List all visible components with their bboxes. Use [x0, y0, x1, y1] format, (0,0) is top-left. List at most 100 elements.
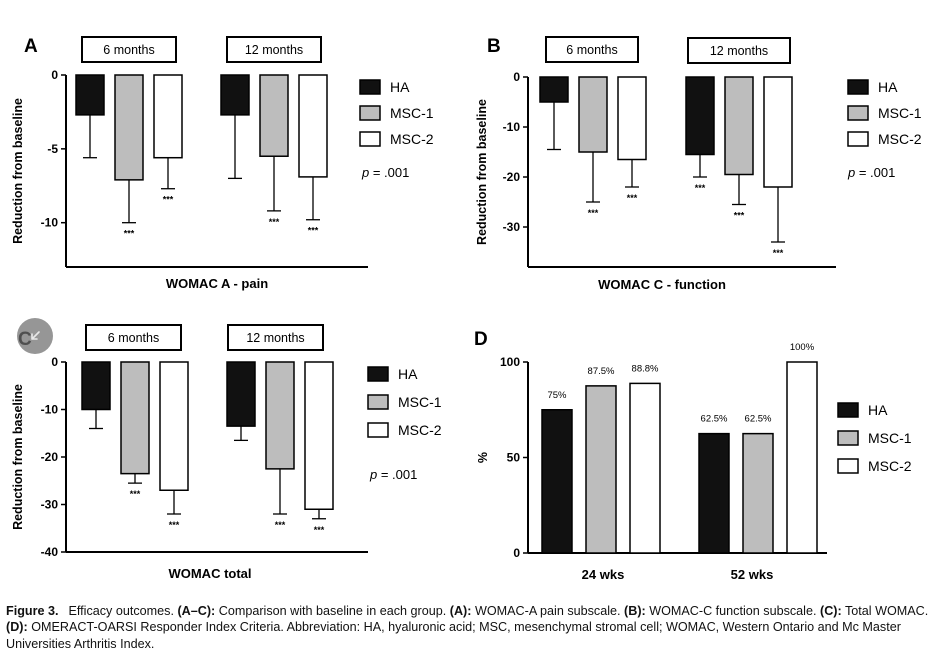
- panel-d-data-label: 62.5%: [745, 414, 772, 425]
- panel-d-legend-swatch-ha: [837, 402, 859, 418]
- panel-a-legend-label: MSC-2: [390, 131, 434, 147]
- caption-d-text: OMERACT-OARSI Responder Index Criteria. …: [6, 620, 901, 651]
- viewer-navigation-button[interactable]: [17, 318, 53, 354]
- panel-a-x-axis-label: WOMAC A - pain: [166, 276, 268, 291]
- panel-d-legend-label: MSC-2: [868, 458, 912, 474]
- panel-b-tick-label: -20: [503, 170, 521, 184]
- panel-d-data-label: 100%: [790, 342, 815, 353]
- panel-a-significance-marker: ***: [308, 226, 319, 236]
- panel-b-significance-marker: ***: [695, 183, 706, 193]
- panel-a-significance-marker: ***: [124, 229, 135, 239]
- panel-a-legend-label: HA: [390, 79, 410, 95]
- panel-c-bar-msc-2: [304, 361, 334, 510]
- caption-a-text: WOMAC-A pain subscale.: [474, 603, 621, 618]
- caption-range-label: (A–C):: [177, 603, 216, 618]
- panel-b-significance-marker: ***: [734, 211, 745, 221]
- panel-a-tick-label: 0: [51, 68, 58, 82]
- panel-c-tick-label: -40: [41, 545, 59, 559]
- panel-d-legend-label: MSC-1: [868, 430, 912, 446]
- panel-d-bar-msc-2: [786, 361, 818, 554]
- panel-d-bar-msc-2: [629, 382, 661, 554]
- panel-a-tick-label: -5: [47, 142, 58, 156]
- panel-d-letter: D: [474, 329, 488, 350]
- panel-a-letter: A: [24, 36, 38, 57]
- panel-c-y-axis-label: Reduction from baseline: [11, 384, 25, 530]
- panel-b-legend-label: HA: [878, 79, 898, 95]
- panel-c-bar-ha: [226, 361, 256, 427]
- panel-d-data-label: 62.5%: [701, 414, 728, 425]
- panel-b-bar-msc-1: [578, 76, 608, 153]
- panel-c-bar-msc-2: [159, 361, 189, 491]
- panel-c-significance-marker: ***: [130, 489, 141, 499]
- panel-c-period-box: [85, 324, 182, 351]
- panel-b-bar-msc-2: [763, 76, 793, 188]
- panel-c-bar-msc-1: [265, 361, 295, 470]
- panel-a-period-label: 6 months: [103, 43, 154, 57]
- panel-d-legend-swatch-msc-1: [837, 430, 859, 446]
- caption-range-text: Comparison with baseline in each group.: [218, 603, 447, 618]
- panel-d-bar-msc-1: [585, 385, 617, 554]
- panel-c-bar-msc-1: [120, 361, 150, 475]
- panel-d-category-label: 52 wks: [731, 567, 774, 582]
- panel-c-bar-ha: [81, 361, 111, 411]
- panel-a-bar-msc-2: [298, 74, 328, 178]
- panel-a-legend-swatch-ha: [359, 79, 381, 95]
- panel-d-tick-label: 100: [500, 355, 520, 369]
- panel-c-period-label: 6 months: [108, 331, 159, 345]
- panel-c-legend-label: MSC-2: [398, 422, 442, 438]
- panel-b-legend-swatch-ha: [847, 79, 869, 95]
- panel-c-legend-label: HA: [398, 366, 418, 382]
- panel-c-significance-marker: ***: [314, 525, 325, 535]
- panel-c-tick-label: 0: [51, 355, 58, 369]
- caption-title: Efficacy outcomes.: [68, 603, 174, 618]
- panel-b-bar-ha: [539, 76, 569, 103]
- panel-a-legend-label: MSC-1: [390, 105, 434, 121]
- panel-b-x-axis-label: WOMAC C - function: [598, 277, 726, 292]
- panel-b-letter: B: [487, 36, 501, 57]
- panel-b-legend-swatch-msc-2: [847, 131, 869, 147]
- panel-a-y-axis-label: Reduction from baseline: [11, 98, 25, 244]
- panel-d-bar-ha: [698, 432, 730, 554]
- panel-a-significance-marker: ***: [269, 217, 280, 227]
- panel-b-bar-msc-2: [617, 76, 647, 161]
- caption-c-label: (C):: [820, 603, 842, 618]
- caption-figure-label: Figure 3.: [6, 603, 59, 618]
- panel-a-bar-ha: [75, 74, 105, 116]
- panel-a-period-box: [81, 36, 177, 63]
- panel-c-p-value: p = .001: [369, 467, 417, 482]
- panel-a-tick-label: -10: [41, 216, 59, 230]
- panel-c-x-axis-label: WOMAC total: [168, 566, 251, 581]
- arrow-left-icon: [31, 331, 40, 340]
- panel-c-tick-label: -20: [41, 450, 59, 464]
- panel-d-tick-label: 50: [507, 451, 521, 465]
- panel-c-legend-swatch-ha: [367, 366, 389, 382]
- panel-c-legend-label: MSC-1: [398, 394, 442, 410]
- panel-d-data-label: 75%: [547, 390, 567, 401]
- panel-d-data-label: 87.5%: [588, 366, 615, 377]
- panel-d-data-label: 88.8%: [632, 363, 659, 374]
- caption-c-text: Total WOMAC.: [844, 603, 929, 618]
- panel-b-y-axis-label: Reduction from baseline: [475, 99, 489, 245]
- panel-b-period-label: 12 months: [710, 44, 768, 58]
- panel-d-bar-msc-1: [742, 432, 774, 554]
- panel-c-tick-label: -10: [41, 403, 59, 417]
- panel-c-legend-swatch-msc-1: [367, 394, 389, 410]
- panel-c-period-box: [227, 324, 324, 351]
- panel-b-significance-marker: ***: [627, 193, 638, 203]
- panel-b-legend-swatch-msc-1: [847, 105, 869, 121]
- panel-a-legend-swatch-msc-1: [359, 105, 381, 121]
- panel-b-p-value: p = .001: [847, 165, 895, 180]
- panel-b-legend-label: MSC-1: [878, 105, 922, 121]
- panel-d-category-label: 24 wks: [582, 567, 625, 582]
- caption-d-label: (D):: [6, 620, 28, 635]
- panel-c-tick-label: -30: [41, 498, 59, 512]
- panel-b-period-box: [687, 37, 791, 64]
- panel-c-significance-marker: ***: [275, 520, 286, 530]
- panel-c-legend-swatch-msc-2: [367, 422, 389, 438]
- panel-b-tick-label: 0: [513, 70, 520, 84]
- caption-b-text: WOMAC-C function subscale.: [649, 603, 817, 618]
- panel-a-bar-msc-1: [259, 74, 289, 157]
- caption-b-label: (B):: [624, 603, 646, 618]
- panel-a-bar-msc-1: [114, 74, 144, 181]
